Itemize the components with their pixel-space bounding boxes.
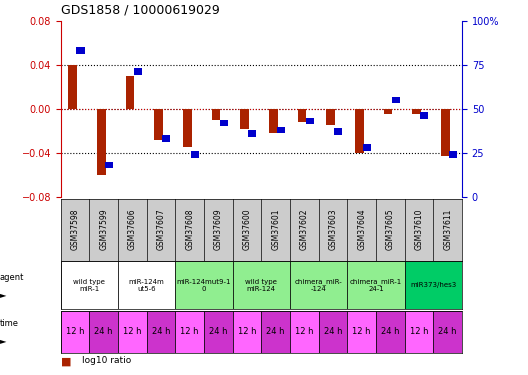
Text: 12 h: 12 h xyxy=(238,327,256,336)
Bar xyxy=(61,261,118,309)
Bar xyxy=(392,97,400,103)
Bar xyxy=(277,127,285,133)
Text: GSM37598: GSM37598 xyxy=(71,209,80,251)
Text: 12 h: 12 h xyxy=(410,327,428,336)
Bar xyxy=(355,109,364,153)
Bar xyxy=(212,109,220,120)
Bar xyxy=(441,109,450,156)
Text: chimera_miR-1
24-1: chimera_miR-1 24-1 xyxy=(350,279,402,292)
Text: GSM37605: GSM37605 xyxy=(386,209,395,251)
Bar xyxy=(433,310,462,352)
Bar xyxy=(163,135,171,142)
Bar xyxy=(363,144,371,151)
Bar xyxy=(326,109,335,125)
Bar xyxy=(249,130,257,137)
Text: GSM37602: GSM37602 xyxy=(300,209,309,251)
Bar xyxy=(269,109,278,133)
Bar xyxy=(61,310,89,352)
Bar xyxy=(240,109,249,129)
Text: miR373/hes3: miR373/hes3 xyxy=(410,282,457,288)
Text: 12 h: 12 h xyxy=(295,327,314,336)
Text: ►: ► xyxy=(0,290,6,299)
Text: 12 h: 12 h xyxy=(66,327,84,336)
Bar xyxy=(118,310,147,352)
Bar xyxy=(420,112,428,119)
Text: GSM37600: GSM37600 xyxy=(242,209,251,251)
Bar xyxy=(175,310,204,352)
Text: GSM37603: GSM37603 xyxy=(328,209,337,251)
Bar xyxy=(233,261,290,309)
Bar xyxy=(204,310,233,352)
Bar xyxy=(404,261,462,309)
Bar xyxy=(118,261,175,309)
Text: miR-124mut9-1
0: miR-124mut9-1 0 xyxy=(177,279,231,292)
Bar xyxy=(412,109,421,114)
Text: ►: ► xyxy=(0,336,6,345)
Text: agent: agent xyxy=(0,273,24,282)
Text: 12 h: 12 h xyxy=(352,327,371,336)
Bar xyxy=(298,109,306,122)
Bar xyxy=(175,261,233,309)
Bar xyxy=(319,310,347,352)
Text: GSM37604: GSM37604 xyxy=(357,209,366,251)
Text: GSM37606: GSM37606 xyxy=(128,209,137,251)
Text: 24 h: 24 h xyxy=(324,327,342,336)
Text: wild type
miR-1: wild type miR-1 xyxy=(73,279,105,292)
Bar xyxy=(347,261,404,309)
Bar xyxy=(69,64,77,109)
Text: GSM37608: GSM37608 xyxy=(185,209,194,251)
Bar xyxy=(220,120,228,126)
Bar xyxy=(261,310,290,352)
Text: miR-124m
ut5-6: miR-124m ut5-6 xyxy=(129,279,165,292)
Bar xyxy=(384,109,392,114)
Text: wild type
miR-124: wild type miR-124 xyxy=(246,279,277,292)
Text: GDS1858 / 10000619029: GDS1858 / 10000619029 xyxy=(61,4,220,17)
Text: GSM37607: GSM37607 xyxy=(156,209,166,251)
Bar xyxy=(334,128,343,135)
Text: 12 h: 12 h xyxy=(181,327,199,336)
Bar xyxy=(89,310,118,352)
Bar xyxy=(233,310,261,352)
Text: GSM37610: GSM37610 xyxy=(414,209,423,251)
Text: log10 ratio: log10 ratio xyxy=(82,356,131,365)
Text: ■: ■ xyxy=(61,356,71,366)
Text: 24 h: 24 h xyxy=(438,327,457,336)
Bar xyxy=(306,118,314,124)
Text: 24 h: 24 h xyxy=(381,327,400,336)
Text: GSM37611: GSM37611 xyxy=(443,209,452,251)
Text: 12 h: 12 h xyxy=(123,327,142,336)
Text: GSM37599: GSM37599 xyxy=(99,209,108,251)
Text: time: time xyxy=(0,320,19,328)
Bar xyxy=(147,310,175,352)
Bar xyxy=(105,162,113,168)
Text: 24 h: 24 h xyxy=(209,327,228,336)
Bar xyxy=(134,68,142,75)
Text: chimera_miR-
-124: chimera_miR- -124 xyxy=(295,279,343,292)
Bar xyxy=(183,109,192,147)
Bar xyxy=(126,76,135,109)
Text: 24 h: 24 h xyxy=(267,327,285,336)
Bar xyxy=(449,151,457,158)
Text: GSM37601: GSM37601 xyxy=(271,209,280,251)
Bar xyxy=(376,310,404,352)
Bar xyxy=(290,310,319,352)
Text: GSM37609: GSM37609 xyxy=(214,209,223,251)
Text: 24 h: 24 h xyxy=(95,327,113,336)
Bar xyxy=(155,109,163,140)
Bar xyxy=(290,261,347,309)
Bar xyxy=(77,47,84,54)
Bar xyxy=(97,109,106,175)
Bar xyxy=(404,310,433,352)
Text: 24 h: 24 h xyxy=(152,327,171,336)
Bar xyxy=(191,151,199,158)
Bar xyxy=(347,310,376,352)
